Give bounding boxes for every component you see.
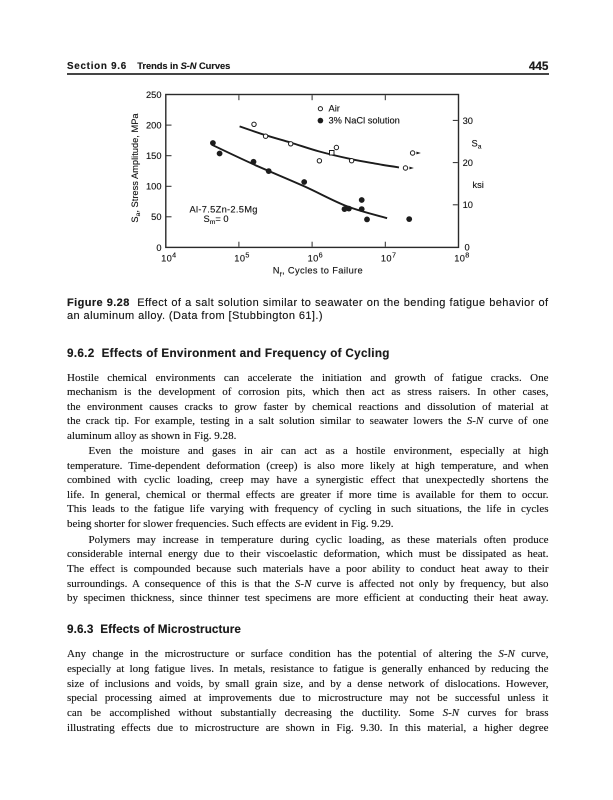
svg-text:Nf, Cycles to Failure: Nf, Cycles to Failure [273, 266, 363, 279]
svg-text:10: 10 [463, 200, 473, 210]
svg-text:104: 104 [161, 251, 176, 264]
svg-text:Sm= 0: Sm= 0 [204, 214, 229, 226]
svg-text:250: 250 [146, 90, 162, 100]
svg-text:0: 0 [465, 242, 470, 252]
svg-text:Sa, Stress Amplitude, MPa: Sa, Stress Amplitude, MPa [130, 113, 142, 223]
svg-text:108: 108 [454, 251, 469, 264]
svg-text:Al-7.5Zn-2.5Mg: Al-7.5Zn-2.5Mg [190, 205, 258, 215]
svg-text:20: 20 [463, 158, 473, 168]
svg-text:200: 200 [146, 121, 162, 131]
svg-text:30: 30 [463, 116, 473, 126]
svg-text:105: 105 [234, 251, 249, 264]
svg-text:0: 0 [156, 243, 161, 253]
svg-text:ksi: ksi [473, 180, 484, 190]
svg-text:50: 50 [151, 212, 161, 222]
svg-text:100: 100 [146, 182, 162, 192]
svg-text:106: 106 [308, 251, 323, 264]
svg-text:Sa: Sa [472, 138, 482, 150]
svg-text:107: 107 [381, 251, 396, 264]
svg-text:Air: Air [329, 104, 340, 114]
svg-text:3% NaCl solution: 3% NaCl solution [329, 116, 400, 126]
svg-text:150: 150 [146, 151, 162, 161]
